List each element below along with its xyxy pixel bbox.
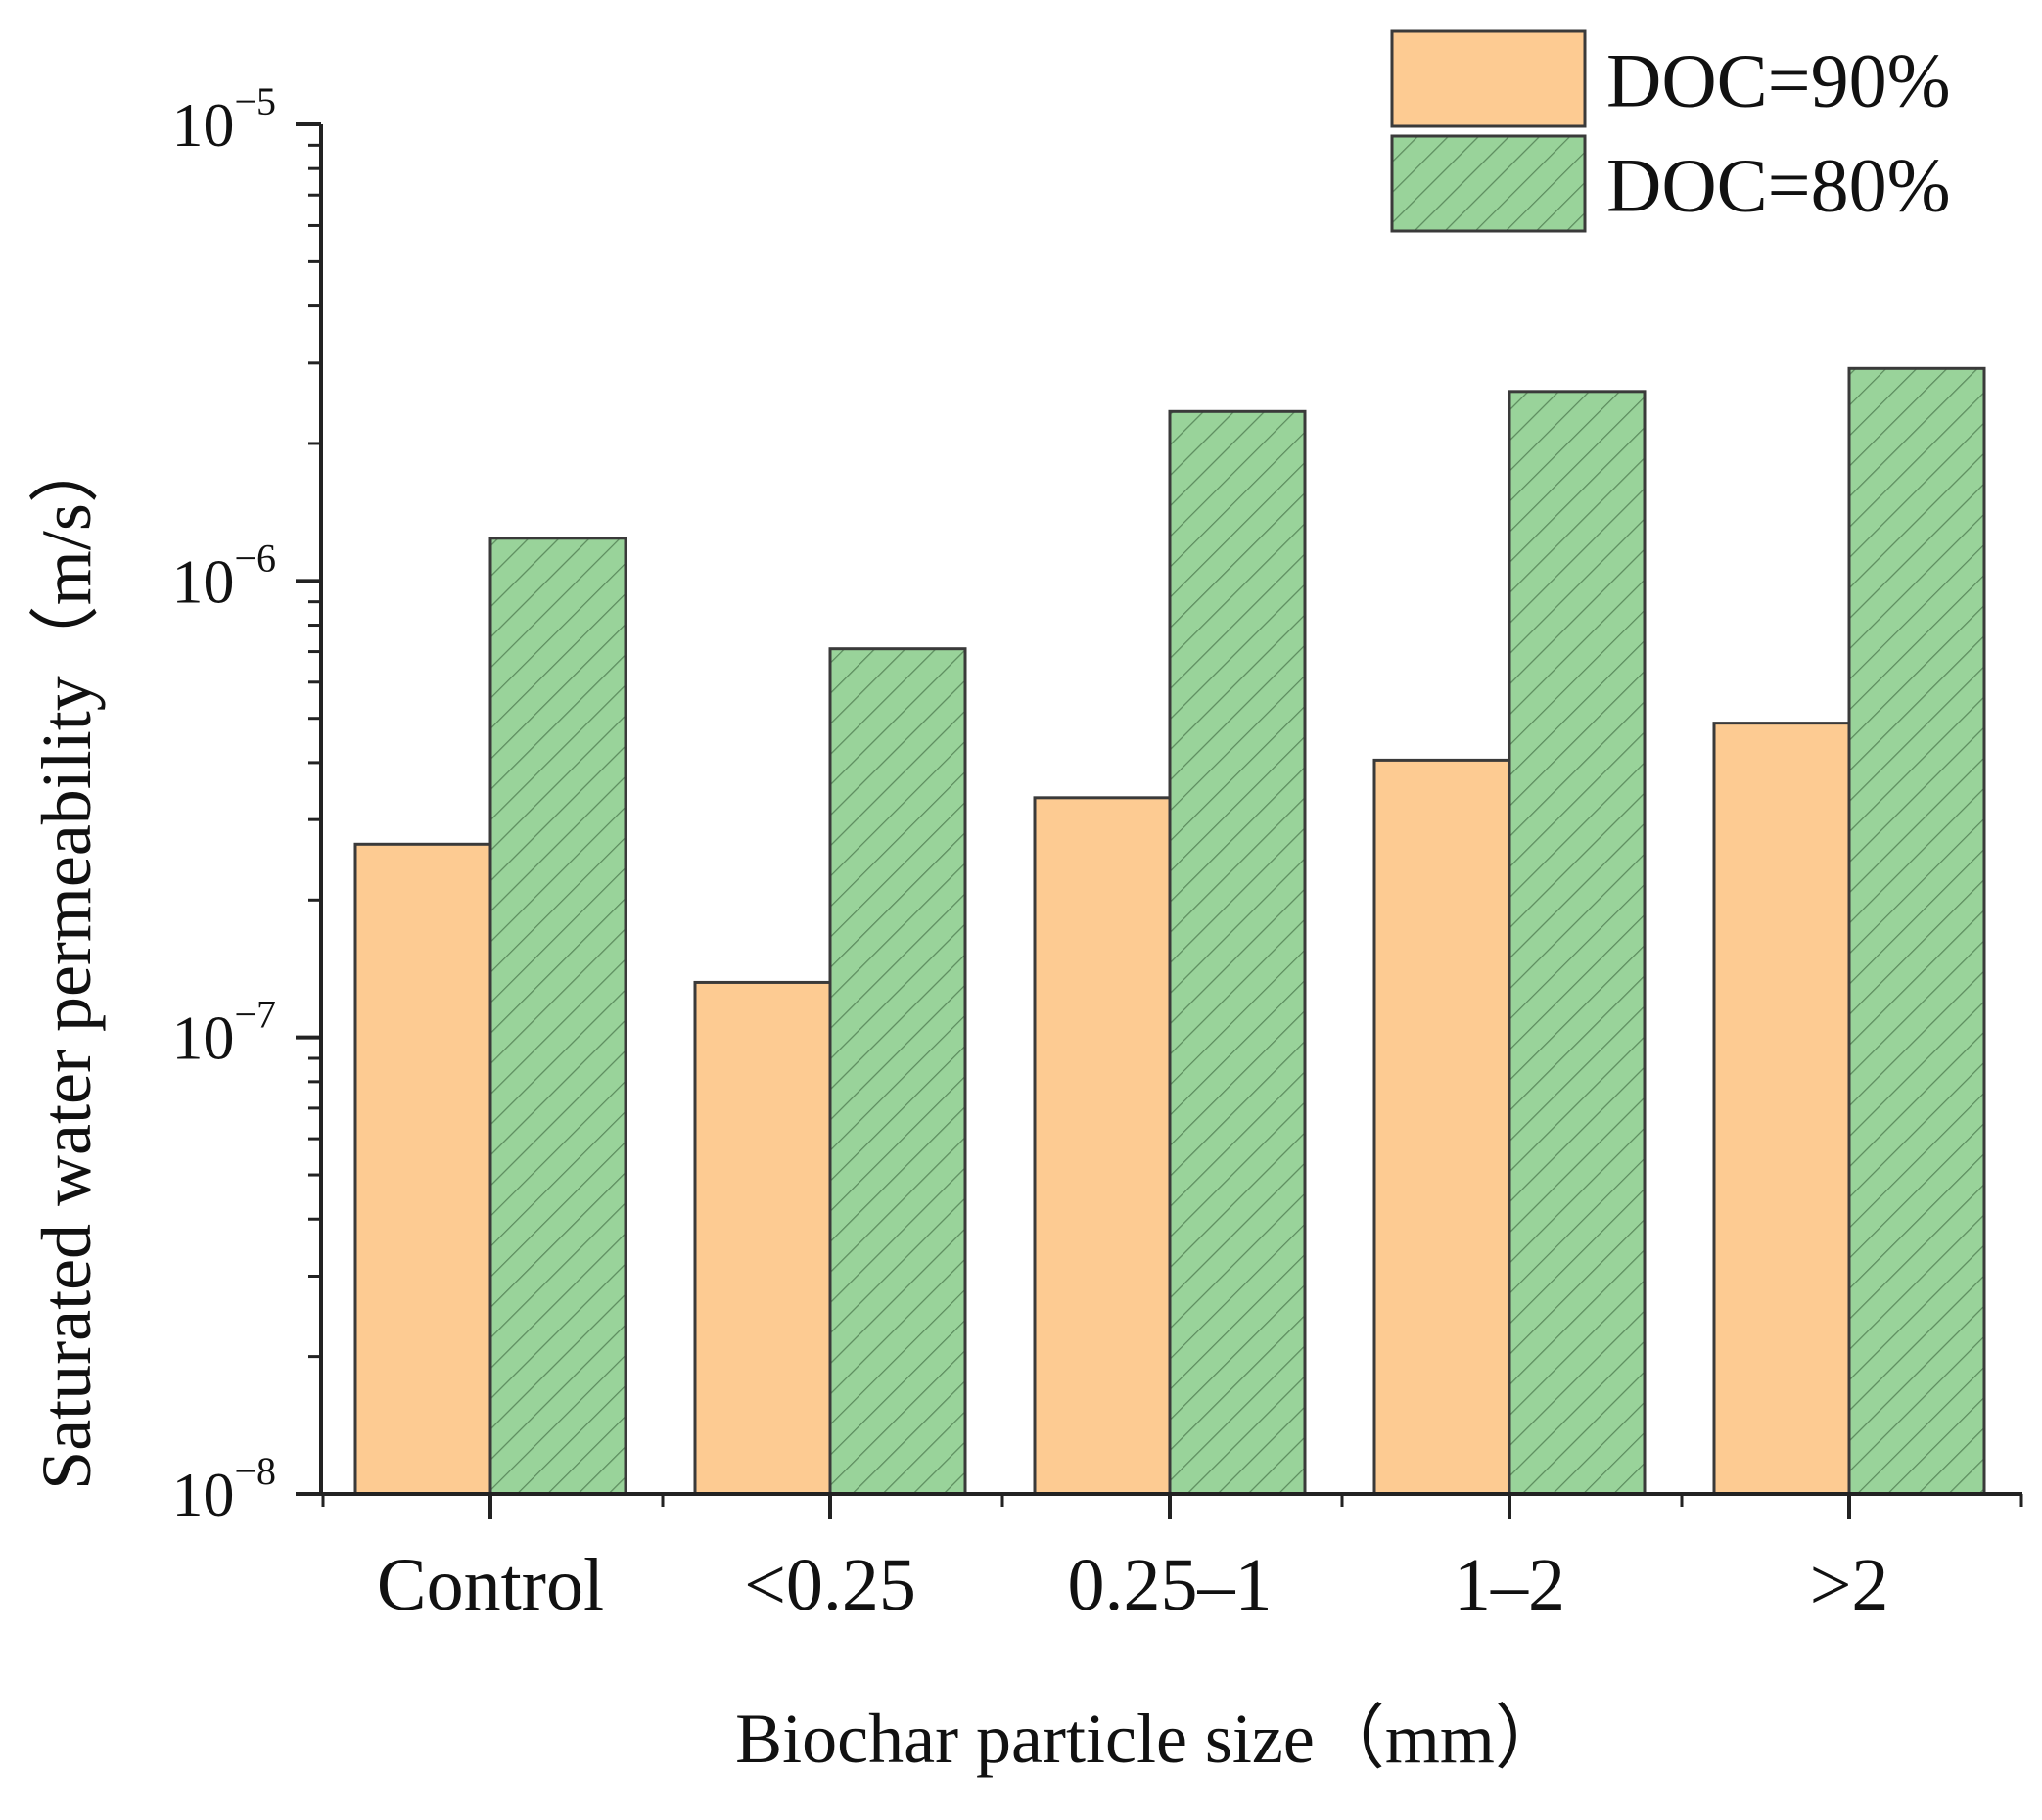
bar-doc80-4 (1847, 366, 1986, 1496)
bar-doc90-0 (353, 842, 492, 1496)
bar-doc80-2 (1168, 409, 1307, 1496)
bar-doc80-1 (828, 647, 967, 1496)
y-tick-label-0: 10−8 (171, 1449, 276, 1529)
y-tick-label-1: 10−7 (171, 993, 276, 1073)
legend-swatch-doc90 (1390, 29, 1587, 128)
bar-doc90-1 (693, 980, 832, 1496)
legend-label-doc80: DOC=80% (1606, 143, 1951, 228)
x-tick-label-1: <0.25 (744, 1544, 916, 1626)
x-tick-label-4: >2 (1810, 1544, 1889, 1626)
y-tick-label-2: 10−6 (171, 536, 276, 616)
x-tick-label-0: Control (377, 1544, 604, 1626)
legend-label-doc90: DOC=90% (1606, 38, 1951, 123)
axes-layer: 10−8 10−7 10−6 10−5 Control <0.25 0.25–1 1–2 >2 B… (27, 79, 2023, 1778)
bars-layer (353, 366, 1986, 1496)
legend: DOC=90% DOC=80% (1390, 29, 1951, 233)
bar-doc90-2 (1033, 796, 1172, 1496)
bar-doc80-0 (488, 537, 627, 1496)
bar-doc90-3 (1372, 758, 1511, 1496)
y-tick-label-3: 10−5 (171, 79, 276, 160)
bar-doc90-4 (1712, 722, 1851, 1496)
x-axis-title: Biochar particle size（mm） (735, 1700, 1565, 1778)
x-tick-label-3: 1–2 (1454, 1544, 1565, 1626)
legend-swatch-doc80 (1390, 134, 1587, 233)
x-tick-label-2: 0.25–1 (1068, 1544, 1273, 1626)
y-axis-title: Saturated water permeability（m/s） (27, 433, 106, 1490)
bar-doc80-3 (1508, 390, 1647, 1496)
